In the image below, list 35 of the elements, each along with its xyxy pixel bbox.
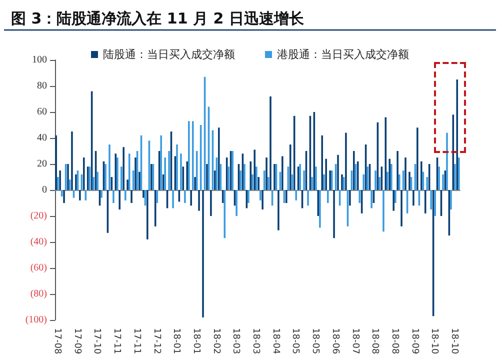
x-tick-label: 18-09 xyxy=(409,328,420,354)
x-tick-label: 18-03 xyxy=(250,328,261,354)
y-tick-label: (60) xyxy=(30,262,47,274)
x-tick-label: 18-06 xyxy=(330,328,340,354)
chart-title: 图 3：陆股通净流入在 11 月 2 日迅速增长 xyxy=(11,10,305,28)
x-tick-label: 18-08 xyxy=(389,328,400,354)
x-tick-label: 18-03 xyxy=(230,328,241,354)
x-tick-label: 18-08 xyxy=(370,328,380,354)
y-tick-label: (20) xyxy=(30,210,47,222)
x-tick-label: 18-07 xyxy=(350,328,360,354)
legend-label: 港股通：当日买入成交净额 xyxy=(277,48,409,61)
y-tick-label: (100) xyxy=(25,314,47,326)
x-tick-label: 17-11 xyxy=(112,328,122,354)
y-tick-label: (80) xyxy=(30,288,47,300)
x-tick-label: 17-10 xyxy=(92,328,102,354)
x-tick-label: 18-10 xyxy=(429,328,440,354)
x-tick-label: 18-02 xyxy=(210,328,221,354)
y-tick-label: 60 xyxy=(37,106,47,118)
x-tick-label: 18-01 xyxy=(190,328,201,354)
y-tick-label: 20 xyxy=(37,158,47,170)
legend-label: 陆股通：当日买入成交净额 xyxy=(103,48,235,61)
x-tick-label: 17-09 xyxy=(72,328,82,354)
y-tick-label: 40 xyxy=(37,132,47,144)
x-tick-label: 18-05 xyxy=(290,328,300,354)
x-tick-label: 17-12 xyxy=(151,328,162,354)
x-tick-label: 18-01 xyxy=(171,328,182,354)
y-tick-label: 100 xyxy=(32,54,47,66)
x-tick-label: 18-05 xyxy=(310,328,320,354)
y-tick-label: 80 xyxy=(37,80,47,92)
x-tick-label: 18-10 xyxy=(449,328,460,354)
y-tick-label: 0 xyxy=(42,184,47,196)
y-tick-label: (40) xyxy=(30,236,47,248)
x-tick-label: 17-11 xyxy=(131,328,142,354)
x-tick-label: 18-04 xyxy=(270,328,280,354)
x-tick-label: 17-08 xyxy=(52,328,62,354)
